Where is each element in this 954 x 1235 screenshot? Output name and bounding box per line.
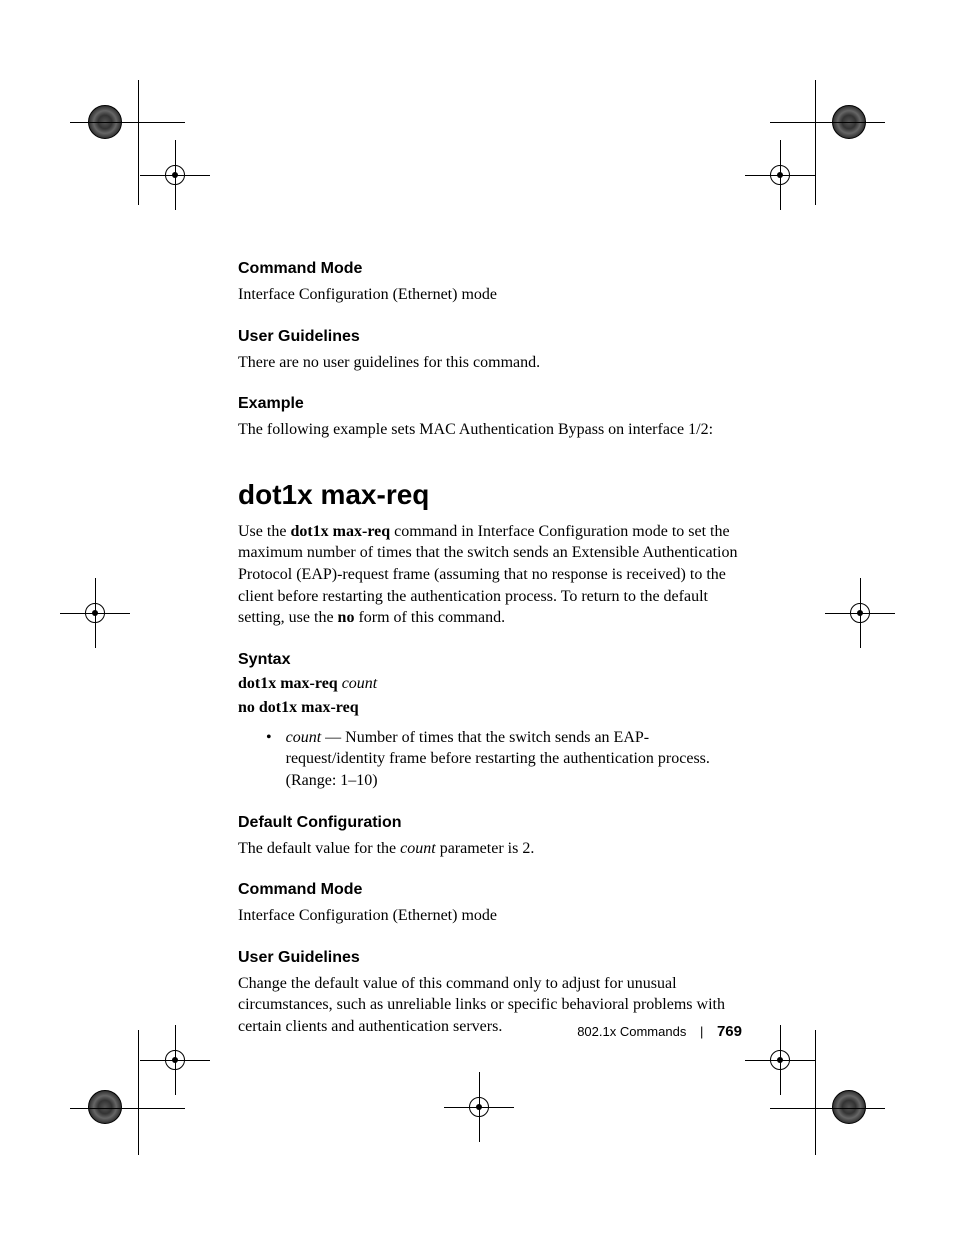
syntax-line: no dot1x max-req bbox=[238, 699, 743, 717]
registration-mark-icon bbox=[745, 1025, 815, 1095]
rosette-icon bbox=[832, 1090, 866, 1124]
trim-line bbox=[138, 1030, 139, 1155]
syntax-line: dot1x max-req count bbox=[238, 675, 743, 693]
text-span: parameter is 2. bbox=[436, 840, 535, 857]
footer-page-number: 769 bbox=[717, 1023, 742, 1040]
trim-line bbox=[70, 122, 185, 123]
section-heading-command-mode: Command Mode bbox=[238, 260, 743, 278]
registration-mark-icon bbox=[745, 140, 815, 210]
command-keyword: no bbox=[338, 609, 355, 626]
text-span: The default value for the bbox=[238, 840, 400, 857]
syntax-command: no dot1x max-req bbox=[238, 699, 359, 716]
text-span: — Number of times that the switch sends … bbox=[286, 729, 710, 789]
text-span: form of this command. bbox=[354, 609, 505, 626]
section-heading-default-config: Default Configuration bbox=[238, 814, 743, 832]
section-heading-user-guidelines: User Guidelines bbox=[238, 328, 743, 346]
page-content: Command Mode Interface Configuration (Et… bbox=[238, 260, 743, 1060]
bullet-icon: • bbox=[266, 727, 272, 792]
bullet-text: count — Number of times that the switch … bbox=[286, 727, 743, 792]
trim-line bbox=[815, 1030, 816, 1155]
trim-line bbox=[138, 80, 139, 205]
registration-mark-icon bbox=[140, 140, 210, 210]
body-text: The following example sets MAC Authentic… bbox=[238, 419, 743, 441]
section-heading-command-mode: Command Mode bbox=[238, 881, 743, 899]
page-title: dot1x max-req bbox=[238, 479, 743, 511]
footer-chapter: 802.1x Commands bbox=[577, 1024, 686, 1039]
syntax-param: count bbox=[342, 675, 378, 692]
section-heading-user-guidelines: User Guidelines bbox=[238, 949, 743, 967]
list-item: • count — Number of times that the switc… bbox=[238, 727, 743, 792]
trim-line bbox=[770, 122, 885, 123]
param-name: count bbox=[400, 840, 436, 857]
trim-line bbox=[70, 1108, 185, 1109]
registration-mark-icon bbox=[444, 1072, 514, 1142]
bullet-list: • count — Number of times that the switc… bbox=[238, 727, 743, 792]
syntax-command: dot1x max-req bbox=[238, 675, 338, 692]
footer-separator: | bbox=[700, 1024, 703, 1039]
body-text: The default value for the count paramete… bbox=[238, 838, 743, 860]
registration-mark-icon bbox=[60, 578, 130, 648]
section-heading-syntax: Syntax bbox=[238, 651, 743, 669]
page-footer: 802.1x Commands | 769 bbox=[577, 1023, 742, 1040]
registration-mark-icon bbox=[825, 578, 895, 648]
section-heading-example: Example bbox=[238, 395, 743, 413]
body-text: Interface Configuration (Ethernet) mode bbox=[238, 905, 743, 927]
param-name: count bbox=[286, 729, 322, 746]
command-name: dot1x max-req bbox=[290, 523, 390, 540]
registration-mark-icon bbox=[140, 1025, 210, 1095]
text-span: Use the bbox=[238, 523, 290, 540]
trim-line bbox=[815, 80, 816, 205]
body-text: There are no user guidelines for this co… bbox=[238, 352, 743, 374]
rosette-icon bbox=[88, 1090, 122, 1124]
intro-paragraph: Use the dot1x max-req command in Interfa… bbox=[238, 521, 743, 629]
trim-line bbox=[770, 1108, 885, 1109]
body-text: Interface Configuration (Ethernet) mode bbox=[238, 284, 743, 306]
